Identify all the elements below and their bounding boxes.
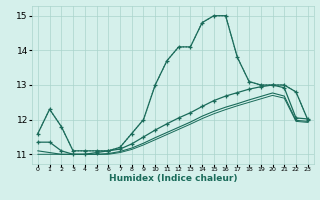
X-axis label: Humidex (Indice chaleur): Humidex (Indice chaleur) — [108, 174, 237, 183]
